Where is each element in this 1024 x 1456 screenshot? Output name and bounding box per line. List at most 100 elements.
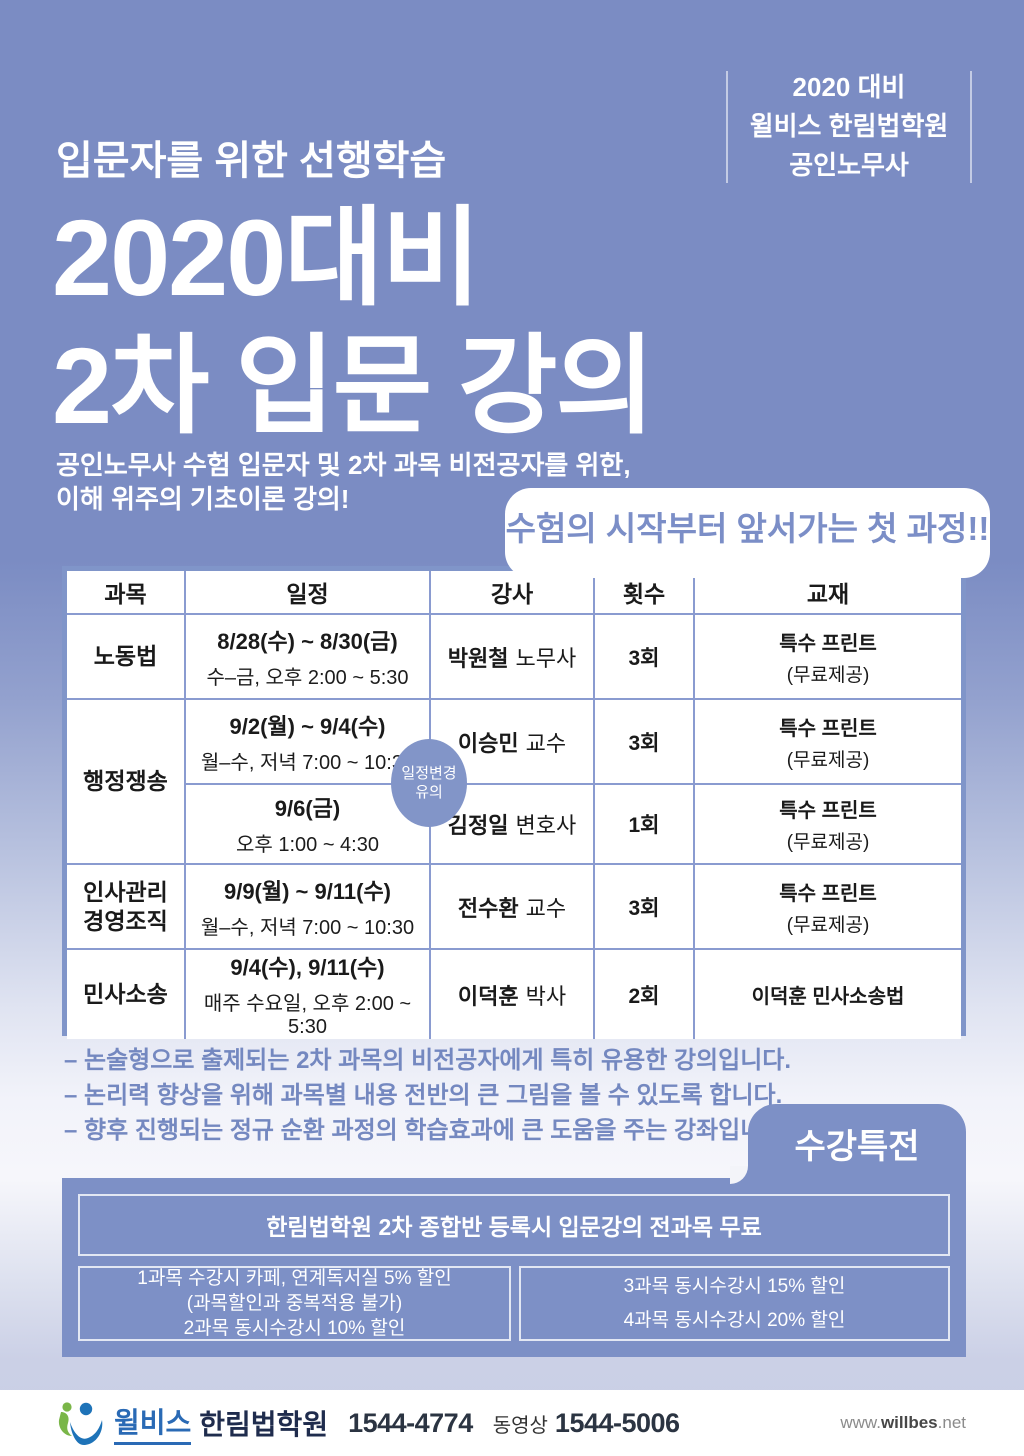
- book-cell: 특수 프린트 (무료제공): [695, 785, 961, 865]
- count-cell: 1회: [595, 785, 695, 865]
- footer-phone: 1544-4774: [348, 1407, 473, 1438]
- book-name: 특수 프린트: [779, 882, 877, 905]
- instructor-cell: 전수환 교수: [431, 865, 595, 950]
- book-cell: 이덕훈 민사소송법: [695, 950, 961, 1039]
- footer: 윌비스 한림법학원 1544-4774 동영상 1544-5006 www.wi…: [0, 1390, 1024, 1456]
- instructor-name: 박원철: [447, 645, 509, 671]
- col-header-count: 횟수: [595, 571, 695, 615]
- first-course-ribbon-text: 수험의 시작부터 앞서가는 첫 과정!!: [505, 510, 990, 547]
- book-name: 특수 프린트: [779, 717, 877, 740]
- book-name: 이덕훈 민사소송법: [751, 986, 905, 1008]
- page-title-line1: 2020대비: [52, 197, 481, 318]
- brand-box-text: 2020 대비 윌비스 한림법학원 공인노무사: [728, 68, 970, 185]
- schedule-time: 수–금, 오후 2:00 ~ 5:30: [206, 666, 409, 689]
- eyebrow-text: 입문자를 위한 선행학습: [56, 139, 447, 183]
- benefits-right-box: 3과목 동시수강시 15% 할인 4과목 동시수강시 20% 할인: [519, 1266, 950, 1341]
- footer-video-phone: 1544-5006: [554, 1407, 680, 1438]
- instructor-title: 박사: [525, 983, 567, 1009]
- brand-box-line2: 윌비스 한림법학원: [749, 111, 949, 141]
- count-cell: 3회: [595, 865, 695, 950]
- benefits-left-box: 1과목 수강시 카페, 연계독서실 5% 할인 (과목할인과 중복적용 불가) …: [78, 1266, 511, 1341]
- subject-line2: 경영조직: [83, 907, 168, 934]
- schedule-change-badge-line2: 유의: [415, 784, 443, 801]
- schedule-dates: 9/6(금): [274, 796, 341, 821]
- schedule-cell: 9/9(월) ~ 9/11(수) 월–수, 저녁 7:00 ~ 10:30: [186, 865, 431, 950]
- schedule-cell: 9/2(월) ~ 9/4(수) 월–수, 저녁 7:00 ~ 10:30: [186, 700, 431, 785]
- subject-cell: 민사소송: [67, 950, 186, 1039]
- count-cell: 3회: [595, 700, 695, 785]
- instructor-cell: 이승민 교수: [431, 700, 595, 785]
- footer-brand-willbes: 윌비스: [114, 1401, 192, 1445]
- brand-box-line1: 2020 대비: [792, 72, 906, 102]
- schedule-time: 월–수, 저녁 7:00 ~ 10:30: [200, 916, 415, 939]
- col-header-schedule: 일정: [186, 571, 431, 615]
- count-value: 3회: [628, 731, 660, 755]
- brand-box-left-bar: [726, 70, 728, 183]
- book-name: 특수 프린트: [779, 632, 877, 655]
- benefits-headline: 한림법학원 2차 종합반 등록시 입문강의 전과목 무료: [78, 1194, 950, 1256]
- benefit-left-line3: 2과목 동시수강시 10% 할인: [183, 1318, 406, 1340]
- schedule-time: 월–수, 저녁 7:00 ~ 10:30: [200, 751, 415, 774]
- subject-cell-merged: 행정쟁송: [67, 700, 186, 865]
- benefits-tab-label: 수강특전: [794, 1128, 920, 1166]
- book-note: (무료제공): [786, 749, 870, 771]
- footer-brand-academy: 한림법학원: [199, 1409, 329, 1440]
- count-value: 2회: [628, 984, 660, 1008]
- benefit-left-line2: (과목할인과 중복적용 불가): [186, 1292, 403, 1314]
- notes-list: – 논술형으로 출제되는 2차 과목의 비전공자에게 특히 유용한 강의입니다.…: [64, 1044, 791, 1148]
- benefits-detail-row: 1과목 수강시 카페, 연계독서실 5% 할인 (과목할인과 중복적용 불가) …: [78, 1266, 950, 1341]
- count-cell: 2회: [595, 950, 695, 1039]
- note-item: – 논술형으로 출제되는 2차 과목의 비전공자에게 특히 유용한 강의입니다.: [64, 1047, 792, 1074]
- schedule-dates: 9/4(수), 9/11(수): [230, 955, 385, 980]
- note-item: – 논리력 향상을 위해 과목별 내용 전반의 큰 그림을 볼 수 있도록 합니…: [64, 1081, 783, 1109]
- page-subtitle-line2: 이해 위주의 기초이론 강의!: [56, 484, 350, 515]
- instructor-title: 변호사: [515, 813, 577, 838]
- schedule-table: 과목 일정 강사 횟수 교재 노동법 8/28(수) ~ 8/30(금) 수–금…: [62, 566, 966, 1039]
- instructor-cell: 이덕훈 박사: [431, 950, 595, 1039]
- book-note: (무료제공): [786, 664, 870, 686]
- book-cell: 특수 프린트 (무료제공): [695, 615, 961, 700]
- subject-cell: 인사관리 경영조직: [67, 865, 186, 950]
- benefit-right-line2: 4과목 동시수강시 20% 할인: [623, 1310, 846, 1331]
- page-title-line2: 2차 입문 강의: [52, 325, 655, 446]
- benefits-tab: 수강특전: [730, 1104, 966, 1184]
- book-note: (무료제공): [786, 914, 870, 936]
- schedule-cell: 9/4(수), 9/11(수) 매주 수요일, 오후 2:00 ~ 5:30: [186, 950, 431, 1039]
- book-cell: 특수 프린트 (무료제공): [695, 865, 961, 950]
- footer-website: www.willbes.net: [840, 1413, 966, 1432]
- subject-cell: 노동법: [93, 643, 158, 670]
- schedule-time: 매주 수요일, 오후 2:00 ~ 5:30: [203, 993, 412, 1038]
- first-course-ribbon: 수험의 시작부터 앞서가는 첫 과정!!: [505, 488, 990, 578]
- page-title: 2020대비 2차 입문 강의: [52, 194, 655, 450]
- instructor-name: 이승민: [457, 730, 519, 756]
- willbes-logo-icon: [58, 1402, 103, 1446]
- instructor-cell: 박원철 노무사: [431, 615, 595, 700]
- page-subtitle: 공인노무사 수험 입문자 및 2차 과목 비전공자를 위한, 이해 위주의 기초…: [56, 448, 631, 517]
- instructor-title: 교수: [525, 730, 567, 756]
- instructor-title: 노무사: [515, 645, 577, 671]
- brand-box-line3: 공인노무사: [789, 150, 909, 180]
- schedule-dates: 9/2(월) ~ 9/4(수): [229, 713, 386, 739]
- instructor-title: 교수: [525, 895, 567, 921]
- instructor-name: 이덕훈: [457, 983, 519, 1009]
- instructor-name: 전수환: [457, 895, 519, 921]
- benefit-left-line1: 1과목 수강시 카페, 연계독서실 5% 할인: [137, 1267, 452, 1289]
- count-value: 1회: [628, 814, 660, 837]
- note-item: – 향후 진행되는 정규 순환 과정의 학습효과에 큰 도움을 주는 강좌입니다…: [64, 1116, 792, 1144]
- brand-box-right-bar: [970, 70, 972, 183]
- schedule-time: 오후 1:00 ~ 4:30: [235, 834, 379, 856]
- schedule-cell: 8/28(수) ~ 8/30(금) 수–금, 오후 2:00 ~ 5:30: [186, 615, 431, 700]
- schedule-change-badge: 일정변경 유의: [391, 739, 467, 827]
- schedule-cell: 9/6(금) 오후 1:00 ~ 4:30: [186, 785, 431, 865]
- count-value: 3회: [628, 896, 660, 920]
- book-name: 특수 프린트: [779, 800, 877, 822]
- col-header-instructor: 강사: [431, 571, 595, 615]
- brand-box: 2020 대비 윌비스 한림법학원 공인노무사: [726, 68, 972, 185]
- col-header-subject: 과목: [67, 571, 186, 615]
- schedule-change-badge-line1: 일정변경: [401, 764, 457, 782]
- count-cell: 3회: [595, 615, 695, 700]
- schedule-dates: 8/28(수) ~ 8/30(금): [217, 628, 398, 654]
- page-subtitle-line1: 공인노무사 수험 입문자 및 2차 과목 비전공자를 위한,: [56, 450, 631, 480]
- subject-line1: 인사관리: [83, 878, 168, 905]
